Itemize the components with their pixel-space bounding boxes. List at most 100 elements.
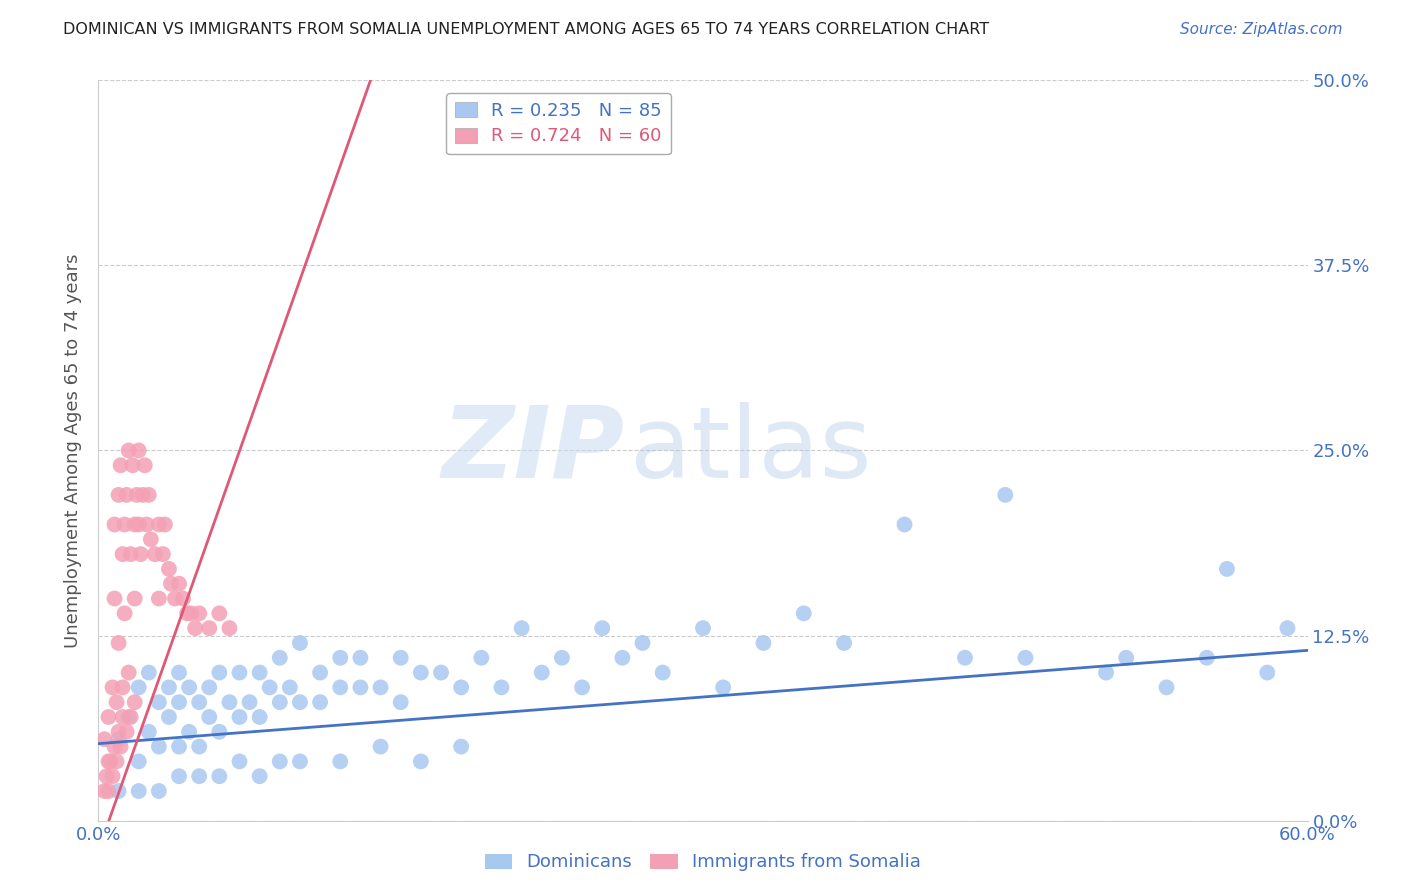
Point <box>97 710 120 724</box>
Point <box>571 681 593 695</box>
Text: ZIP: ZIP <box>441 402 624 499</box>
Point <box>128 443 150 458</box>
Point <box>111 681 134 695</box>
Text: Source: ZipAtlas.com: Source: ZipAtlas.com <box>1180 22 1343 37</box>
Point <box>430 665 453 680</box>
Point <box>115 488 138 502</box>
Point <box>309 695 332 709</box>
Point <box>450 739 472 754</box>
Point <box>198 710 221 724</box>
Point <box>148 517 170 532</box>
Point <box>349 681 371 695</box>
Point <box>1216 562 1239 576</box>
Point <box>121 458 143 473</box>
Point <box>1195 650 1218 665</box>
Point <box>111 710 134 724</box>
Point <box>239 695 262 709</box>
Point <box>93 784 115 798</box>
Point <box>107 636 129 650</box>
Point <box>132 488 155 502</box>
Point <box>329 681 352 695</box>
Point <box>101 769 124 783</box>
Point <box>163 591 186 606</box>
Point <box>208 665 231 680</box>
Point <box>157 681 180 695</box>
Y-axis label: Unemployment Among Ages 65 to 74 years: Unemployment Among Ages 65 to 74 years <box>65 253 83 648</box>
Point <box>288 695 311 709</box>
Point <box>120 710 142 724</box>
Point <box>184 621 207 635</box>
Point <box>148 784 170 798</box>
Point <box>249 710 271 724</box>
Point <box>288 755 311 769</box>
Point <box>148 695 170 709</box>
Point <box>124 517 146 532</box>
Point <box>329 650 352 665</box>
Point <box>107 732 129 747</box>
Point <box>349 650 371 665</box>
Point <box>179 681 201 695</box>
Point <box>994 488 1017 502</box>
Point <box>111 547 134 561</box>
Point <box>1156 681 1178 695</box>
Point <box>832 636 855 650</box>
Point <box>370 681 392 695</box>
Point <box>208 769 231 783</box>
Point <box>591 621 613 635</box>
Point <box>389 695 412 709</box>
Point <box>198 621 221 635</box>
Point <box>409 665 432 680</box>
Point <box>510 621 533 635</box>
Point <box>612 650 634 665</box>
Point <box>148 739 170 754</box>
Point <box>309 665 332 680</box>
Point <box>893 517 915 532</box>
Point <box>115 724 138 739</box>
Point <box>651 665 673 680</box>
Point <box>218 695 240 709</box>
Point <box>208 607 231 621</box>
Point <box>188 769 211 783</box>
Point <box>138 665 160 680</box>
Point <box>269 650 291 665</box>
Point <box>491 681 513 695</box>
Point <box>101 681 124 695</box>
Point <box>120 547 142 561</box>
Point <box>208 724 231 739</box>
Point <box>631 636 654 650</box>
Point <box>167 769 190 783</box>
Point <box>118 443 141 458</box>
Point <box>167 739 190 754</box>
Point <box>551 650 574 665</box>
Point <box>153 517 176 532</box>
Point <box>329 755 352 769</box>
Point <box>96 769 118 783</box>
Point <box>103 739 125 754</box>
Point <box>103 591 125 606</box>
Point <box>198 681 221 695</box>
Point <box>269 755 291 769</box>
Point <box>188 607 211 621</box>
Point <box>135 517 157 532</box>
Point <box>105 755 128 769</box>
Point <box>179 724 201 739</box>
Point <box>228 755 250 769</box>
Point <box>409 755 432 769</box>
Point <box>138 724 160 739</box>
Point <box>118 665 141 680</box>
Point <box>269 695 291 709</box>
Point <box>188 739 211 754</box>
Point <box>180 607 202 621</box>
Point <box>228 710 250 724</box>
Point <box>288 636 311 650</box>
Point <box>103 517 125 532</box>
Point <box>172 591 194 606</box>
Point <box>370 739 392 754</box>
Point <box>128 755 150 769</box>
Point <box>114 607 136 621</box>
Text: atlas: atlas <box>630 402 872 499</box>
Point <box>1277 621 1299 635</box>
Point <box>167 695 190 709</box>
Point <box>114 517 136 532</box>
Point <box>157 710 180 724</box>
